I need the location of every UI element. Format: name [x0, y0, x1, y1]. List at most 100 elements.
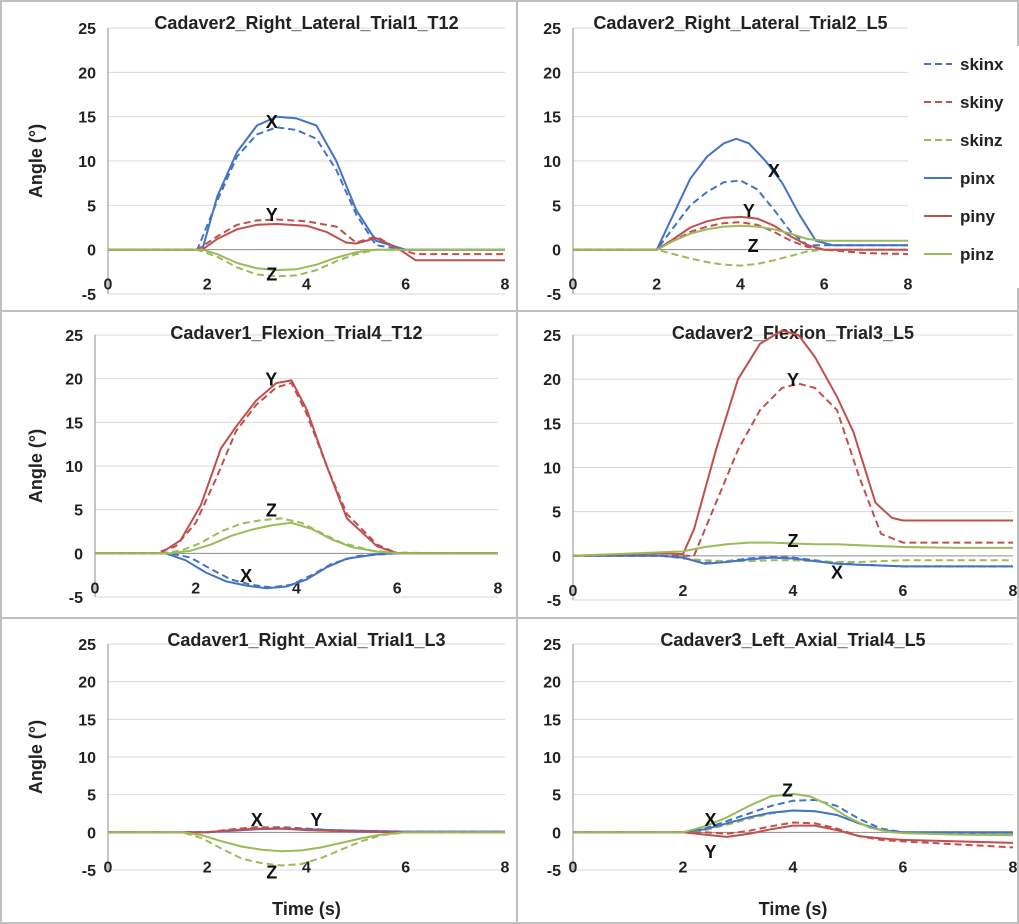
x-tick-label: 6 — [899, 859, 908, 876]
legend: skinx skiny skinz pinx piny pinz — [915, 46, 1019, 288]
series-line-skinx — [108, 126, 505, 251]
y-tick-label: -5 — [82, 863, 96, 880]
y-tick-label: -5 — [547, 593, 561, 610]
y-tick-label: 0 — [74, 546, 83, 563]
x-tick-label: 6 — [401, 859, 410, 876]
annotation-label: X — [266, 112, 278, 132]
y-tick-label: 20 — [78, 675, 96, 692]
x-tick-label: 8 — [501, 859, 510, 876]
x-tick-label: 8 — [904, 277, 913, 294]
annotation-label: Y — [743, 201, 755, 221]
y-tick-label: 20 — [543, 675, 561, 692]
y-tick-label: 10 — [78, 750, 96, 767]
y-tick-label: 5 — [74, 503, 83, 520]
series-line-pinx — [95, 552, 498, 590]
x-axis-label: Time (s) — [272, 899, 341, 919]
y-tick-label: -5 — [82, 287, 96, 304]
panel-border — [0, 617, 518, 924]
series-line-skiny — [95, 382, 498, 555]
annotation-label: Y — [787, 370, 799, 390]
panel-border — [516, 310, 1019, 619]
y-tick-label: -5 — [547, 863, 561, 880]
y-tick-label: 10 — [543, 154, 561, 171]
y-axis-label: Angle (°) — [26, 124, 46, 198]
y-tick-label: 25 — [543, 328, 561, 345]
x-tick-label: 6 — [899, 583, 908, 600]
legend-label-skinx: skinx — [960, 55, 1004, 74]
x-tick-label: 0 — [569, 583, 578, 600]
panel-border — [516, 617, 1019, 924]
y-tick-label: 15 — [543, 712, 561, 729]
x-tick-label: 8 — [494, 580, 503, 597]
legend-box — [915, 46, 1019, 288]
chart-title: Cadaver3_Left_Axial_Trial4_L5 — [660, 630, 925, 650]
y-tick-label: 10 — [78, 154, 96, 171]
series-line-pinx — [573, 137, 908, 251]
y-tick-label: -5 — [547, 287, 561, 304]
x-tick-label: 2 — [191, 580, 200, 597]
y-tick-label: 20 — [65, 372, 83, 389]
series-line-pinx — [573, 554, 1013, 568]
x-tick-label: 4 — [302, 277, 311, 294]
annotation-label: Z — [788, 531, 799, 551]
y-tick-label: 25 — [78, 21, 96, 38]
chart-panel-1: -5 0 5 10 15 20 25 0 2 4 6 8 Cadaver2_Right_Lateral_… — [0, 0, 518, 312]
x-tick-label: 4 — [292, 580, 301, 597]
annotation-label: Y — [704, 842, 716, 862]
x-tick-label: 4 — [302, 859, 311, 876]
x-tick-label: 8 — [501, 277, 510, 294]
legend-label-skinz: skinz — [960, 131, 1003, 150]
annotation-label: Z — [266, 501, 277, 521]
annotation-label: Y — [265, 370, 277, 390]
y-tick-label: 25 — [78, 637, 96, 654]
series-line-pinz — [108, 831, 505, 853]
annotation-label: X — [768, 161, 780, 181]
annotation-label: Z — [266, 265, 277, 285]
y-tick-label: 15 — [65, 415, 83, 432]
legend-label-skiny: skiny — [960, 93, 1004, 112]
series-line-skinz — [573, 248, 908, 267]
series-line-piny — [573, 824, 1014, 844]
legend-label-pinz: pinz — [960, 245, 994, 264]
y-tick-label: 0 — [87, 243, 96, 260]
annotation-label: X — [831, 563, 843, 583]
x-tick-label: 0 — [104, 277, 113, 294]
y-axis-label: Angle (°) — [26, 429, 46, 503]
series-line-pinz — [95, 521, 498, 555]
annotation-label: Z — [782, 780, 793, 800]
chart-panel-3: -5 0 5 10 15 20 25 0 2 4 6 8 Cadaver1_Flexion_Trial4… — [0, 310, 518, 619]
y-tick-label: 0 — [552, 825, 561, 842]
annotation-label: X — [240, 566, 252, 586]
y-tick-label: 0 — [552, 243, 561, 260]
x-tick-label: 4 — [736, 277, 745, 294]
series-line-piny — [573, 329, 1013, 557]
series-line-skinz — [573, 554, 1013, 563]
chart-panel-5: -5 0 5 10 15 20 25 0 2 4 6 8 Cadaver1_Right_Axial_Tr… — [0, 617, 518, 924]
y-tick-label: 0 — [87, 825, 96, 842]
chart-title: Cadaver2_Right_Lateral_Trial1_T12 — [154, 13, 458, 33]
y-tick-label: -5 — [69, 590, 83, 607]
legend-label-pinx: pinx — [960, 169, 995, 188]
y-tick-label: 10 — [543, 750, 561, 767]
y-tick-label: 25 — [65, 328, 83, 345]
annotation-label: Y — [266, 205, 278, 225]
x-tick-label: 8 — [1009, 583, 1018, 600]
y-tick-label: 15 — [78, 110, 96, 127]
series-line-pinz — [108, 248, 505, 272]
y-tick-label: 5 — [87, 788, 96, 805]
x-tick-label: 0 — [569, 859, 578, 876]
series-line-skinx — [573, 179, 908, 251]
series-line-skiny — [573, 821, 1014, 849]
y-axis-label: Angle (°) — [26, 720, 46, 794]
y-tick-label: 20 — [543, 65, 561, 82]
y-tick-label: 10 — [543, 461, 561, 478]
x-tick-label: 8 — [1009, 859, 1018, 876]
series-line-piny — [108, 223, 505, 262]
y-tick-label: 20 — [543, 372, 561, 389]
y-tick-label: 15 — [543, 110, 561, 127]
y-tick-label: 15 — [78, 712, 96, 729]
x-tick-label: 2 — [652, 277, 661, 294]
y-tick-label: 5 — [552, 788, 561, 805]
x-tick-label: 0 — [569, 277, 578, 294]
